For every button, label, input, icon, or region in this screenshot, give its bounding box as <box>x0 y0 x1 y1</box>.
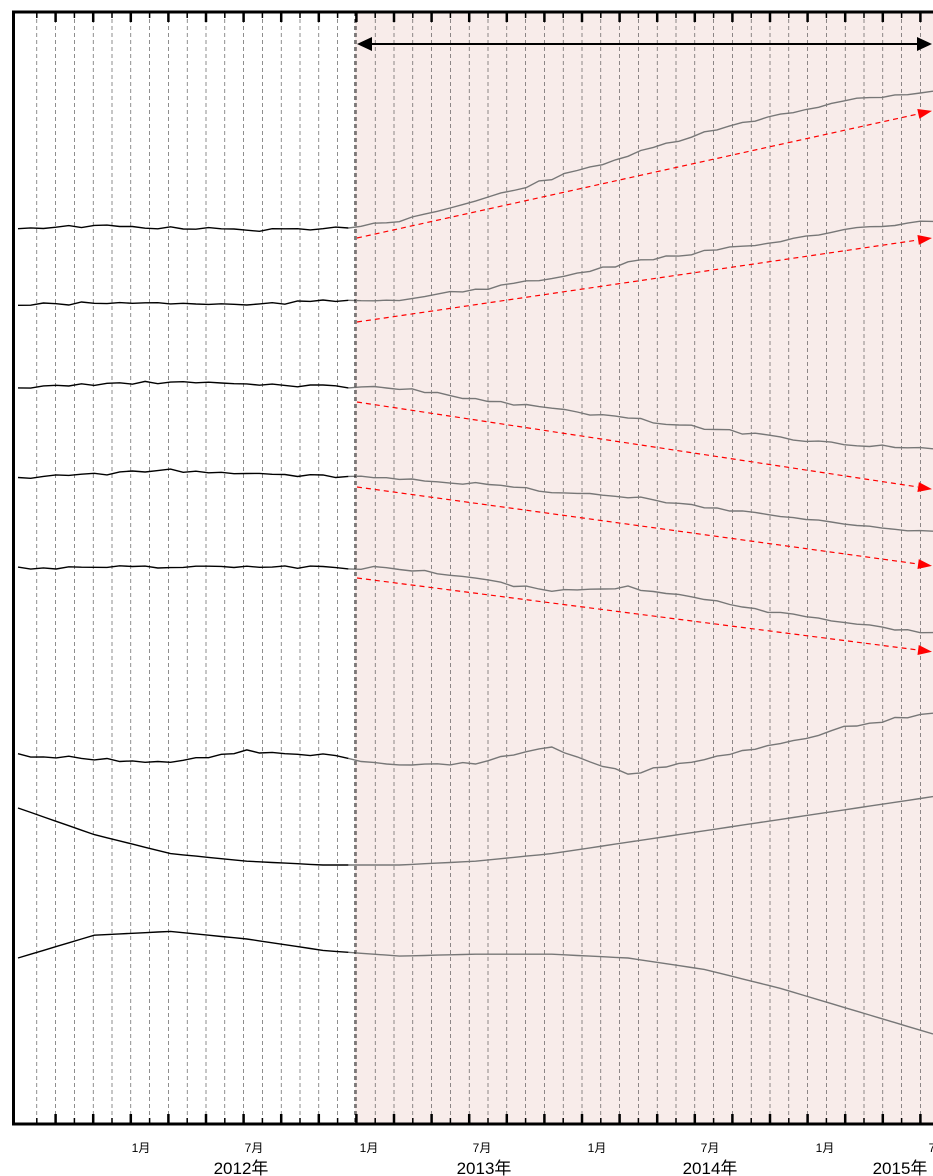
plot-frame <box>12 10 933 1126</box>
series-line-after-8 <box>348 951 933 1035</box>
series-line-after-1 <box>348 90 933 229</box>
tick-marks <box>36 12 922 1124</box>
x-tick-label: 7月 <box>473 1141 492 1155</box>
series-line-before-4 <box>17 468 349 480</box>
series-line-before-1 <box>17 224 349 233</box>
year-label: 2014年 <box>683 1159 738 1176</box>
series-line-before-3 <box>17 380 349 389</box>
grid-lines <box>36 12 921 1124</box>
series-line-before-5 <box>17 565 349 570</box>
trend-arrow-line <box>356 113 919 239</box>
x-tick-label: 7月 <box>929 1141 933 1155</box>
trend-group <box>356 109 932 655</box>
trend-arrow-head <box>917 235 932 245</box>
x-tick-label: 1月 <box>360 1141 379 1155</box>
period-span-arrow <box>357 37 932 51</box>
year-label: 2015年 <box>873 1159 928 1176</box>
tick-labels: 1月 7月 1月 7月 1月 7月 1月 7月 <box>132 1141 933 1155</box>
year-labels: 2012年 2013年 2014年 2015年 <box>214 1159 928 1176</box>
trend-arrow-head <box>917 645 932 655</box>
series-line-after-4 <box>348 475 933 532</box>
x-tick-label: 7月 <box>245 1141 264 1155</box>
series-line-before-7 <box>17 807 349 866</box>
trend-arrow-head <box>917 482 932 492</box>
series-line-after-6 <box>348 712 933 775</box>
series-line-after-5 <box>348 565 933 634</box>
trend-arrow-line <box>356 401 919 488</box>
year-label: 2013年 <box>457 1159 512 1176</box>
trend-arrow-line <box>356 577 919 651</box>
x-tick-label: 1月 <box>132 1141 151 1155</box>
series-line-after-3 <box>348 385 933 450</box>
trend-arrow-line <box>356 239 919 323</box>
x-tick-label: 7月 <box>701 1141 720 1155</box>
series-line-after-2 <box>348 220 933 302</box>
x-tick-label: 1月 <box>588 1141 607 1155</box>
series-line-before-6 <box>17 749 349 764</box>
x-tick-label: 1月 <box>816 1141 835 1155</box>
trend-arrow-head <box>917 559 932 569</box>
trend-arrow-line <box>356 486 919 565</box>
trend-arrow-head <box>917 109 932 119</box>
series-line-after-7 <box>348 795 933 866</box>
series-group <box>17 90 933 1035</box>
highlight-region <box>355 12 933 1124</box>
year-label: 2012年 <box>214 1159 269 1176</box>
series-line-before-8 <box>17 930 349 959</box>
series-line-before-2 <box>17 299 349 306</box>
